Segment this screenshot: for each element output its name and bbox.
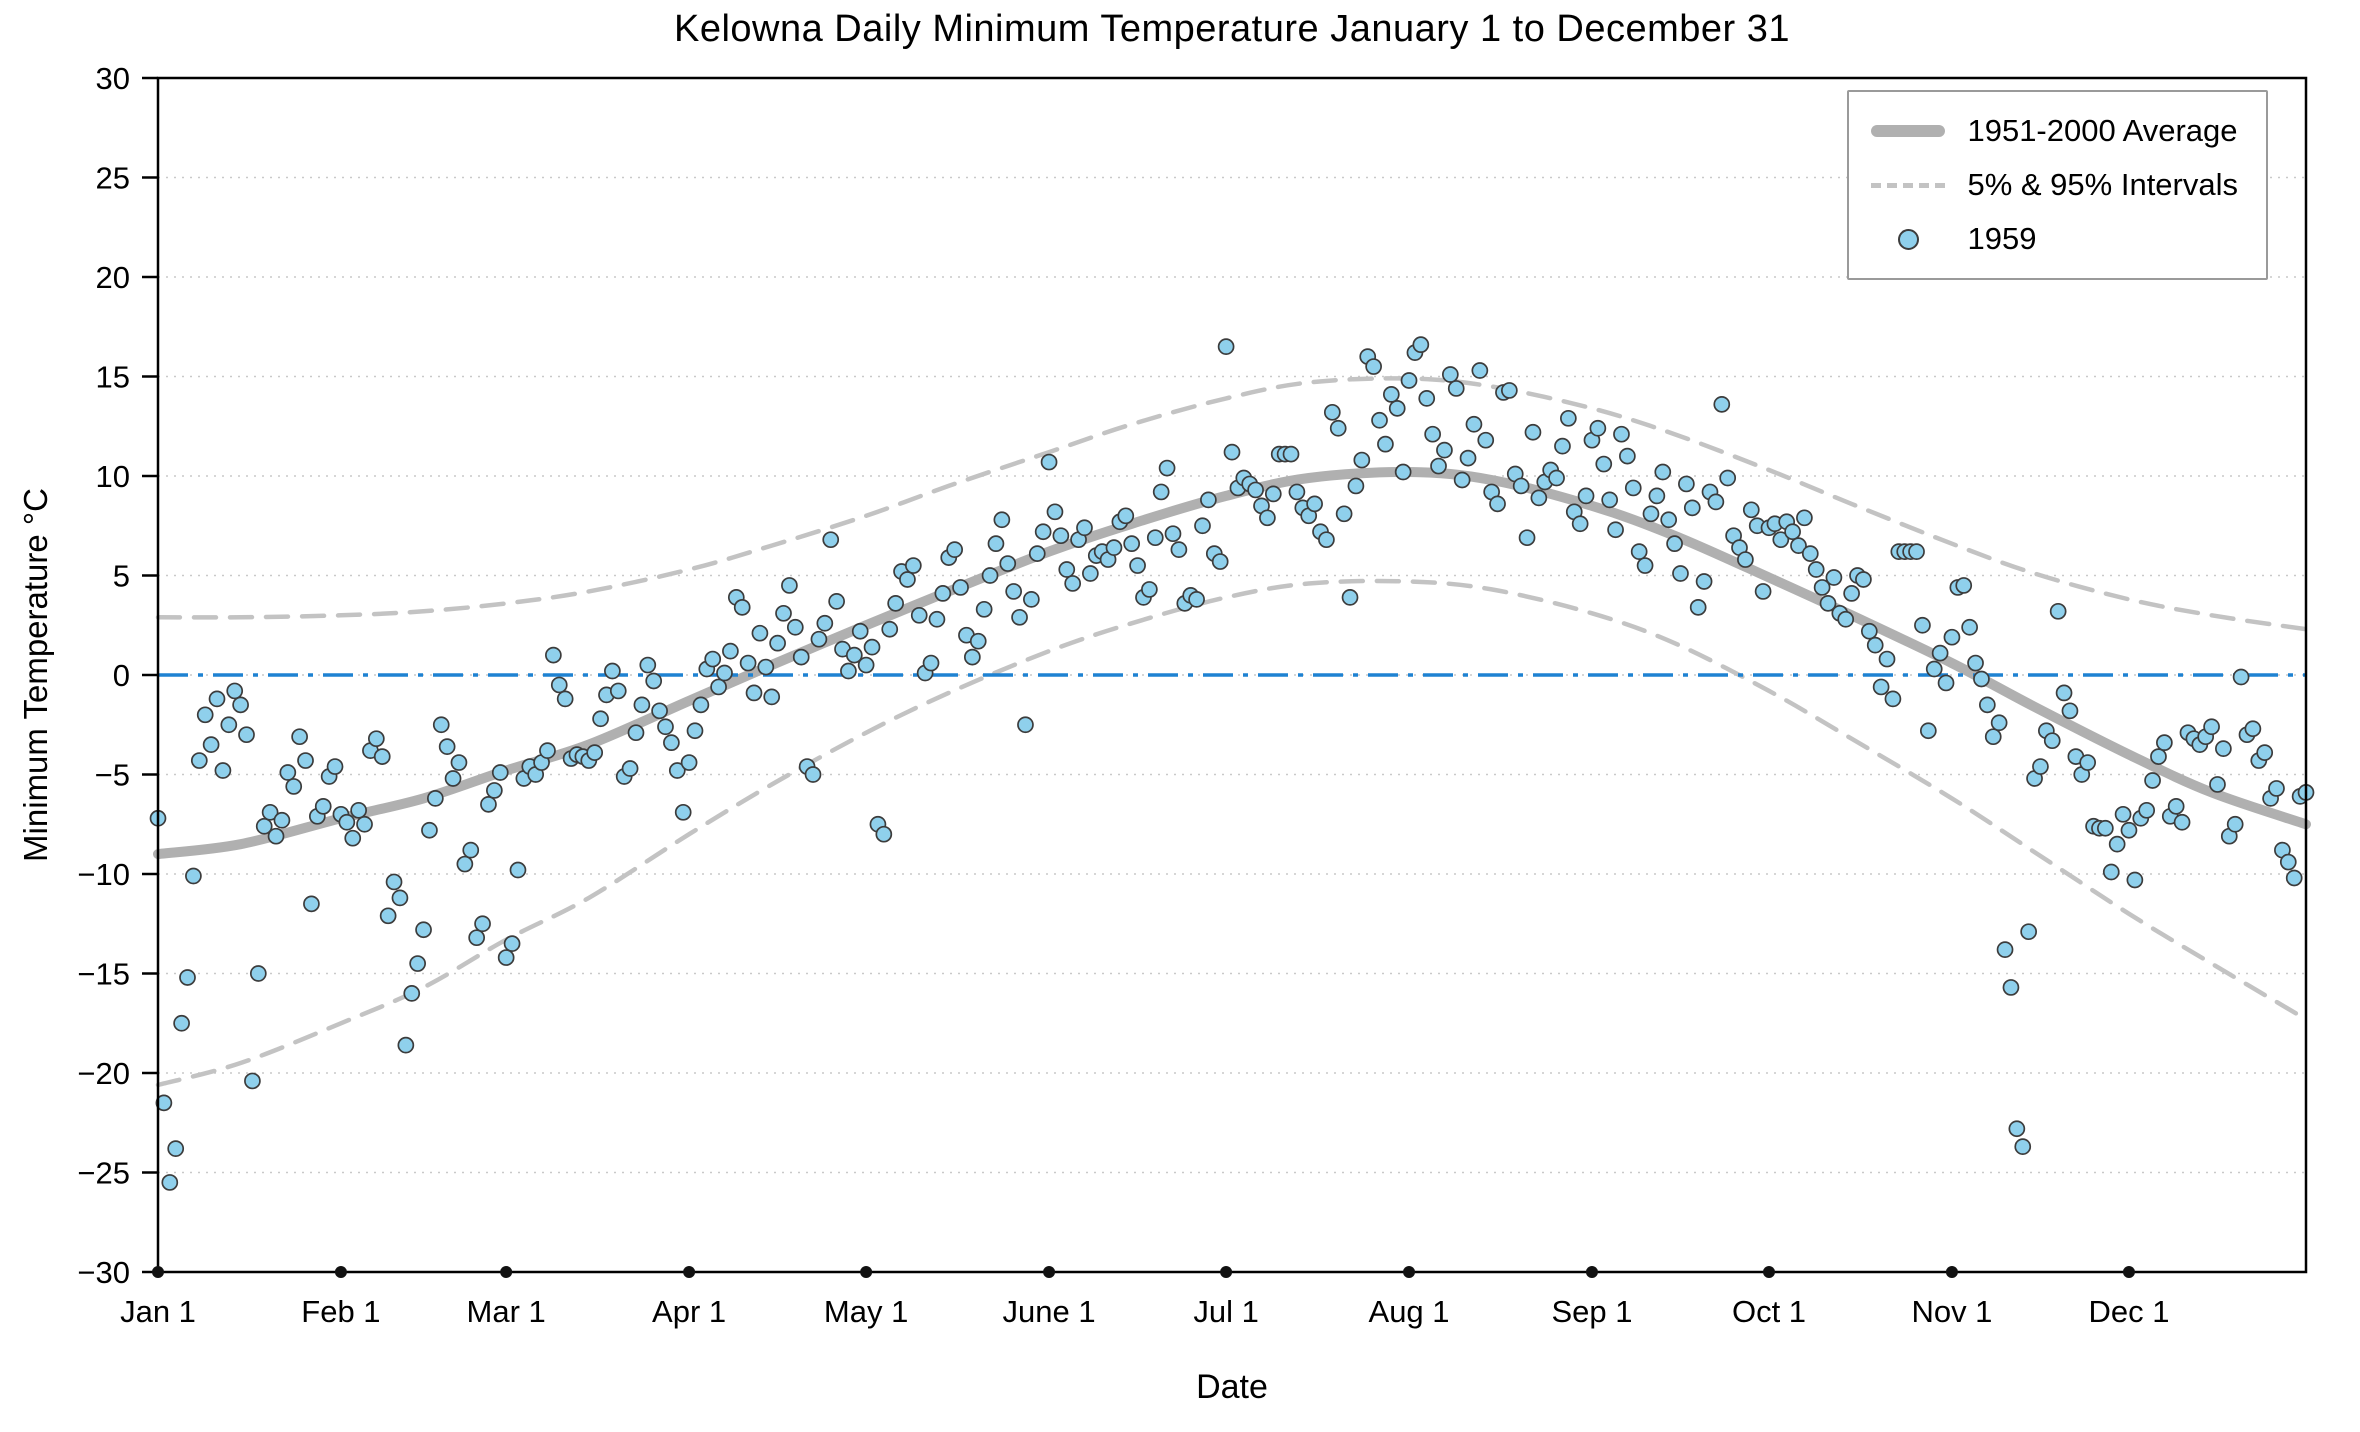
average-line-swatch [1871,125,1946,137]
svg-text:10: 10 [96,459,130,494]
svg-text:20: 20 [96,260,130,295]
svg-text:Apr 1: Apr 1 [652,1294,726,1329]
svg-text:Jan 1: Jan 1 [120,1294,196,1329]
svg-text:−30: −30 [77,1255,130,1290]
svg-text:Oct 1: Oct 1 [1732,1294,1806,1329]
svg-text:−20: −20 [77,1056,130,1091]
svg-text:−10: −10 [77,857,130,892]
svg-text:15: 15 [96,360,130,395]
svg-text:June 1: June 1 [1003,1294,1096,1329]
svg-text:−25: −25 [77,1156,130,1191]
svg-text:May 1: May 1 [824,1294,908,1329]
legend-label-average: 1951-2000 Average [1967,113,2238,148]
legend: 1951-2000 Average 5% & 95% Intervals 195… [1847,90,2268,280]
svg-text:Jul 1: Jul 1 [1193,1294,1258,1329]
svg-text:Feb 1: Feb 1 [301,1294,380,1329]
legend-item-average: 1951-2000 Average [1871,108,2238,154]
legend-item-intervals: 5% & 95% Intervals [1871,162,2238,208]
svg-text:Dec 1: Dec 1 [2088,1294,2169,1329]
legend-label-intervals: 5% & 95% Intervals [1967,167,2238,202]
svg-text:25: 25 [96,161,130,196]
scatter-point-swatch [1871,228,1945,250]
legend-item-1959: 1959 [1871,216,2238,262]
y-axis-label: Minimum Temperature °C [17,488,54,862]
svg-text:5: 5 [113,559,130,594]
svg-text:Sep 1: Sep 1 [1551,1294,1632,1329]
interval-line-swatch [1871,182,1946,188]
svg-text:Aug 1: Aug 1 [1369,1294,1450,1329]
svg-text:−15: −15 [77,957,130,992]
svg-text:Mar 1: Mar 1 [467,1294,546,1329]
chart-title: Kelowna Daily Minimum Temperature Januar… [673,8,1790,50]
svg-text:Nov 1: Nov 1 [1911,1294,1992,1329]
x-axis-label: Date [1196,1368,1268,1406]
legend-label-1959: 1959 [1967,221,2037,256]
svg-text:−5: −5 [95,758,130,793]
svg-text:30: 30 [96,61,130,96]
svg-text:0: 0 [113,658,130,693]
